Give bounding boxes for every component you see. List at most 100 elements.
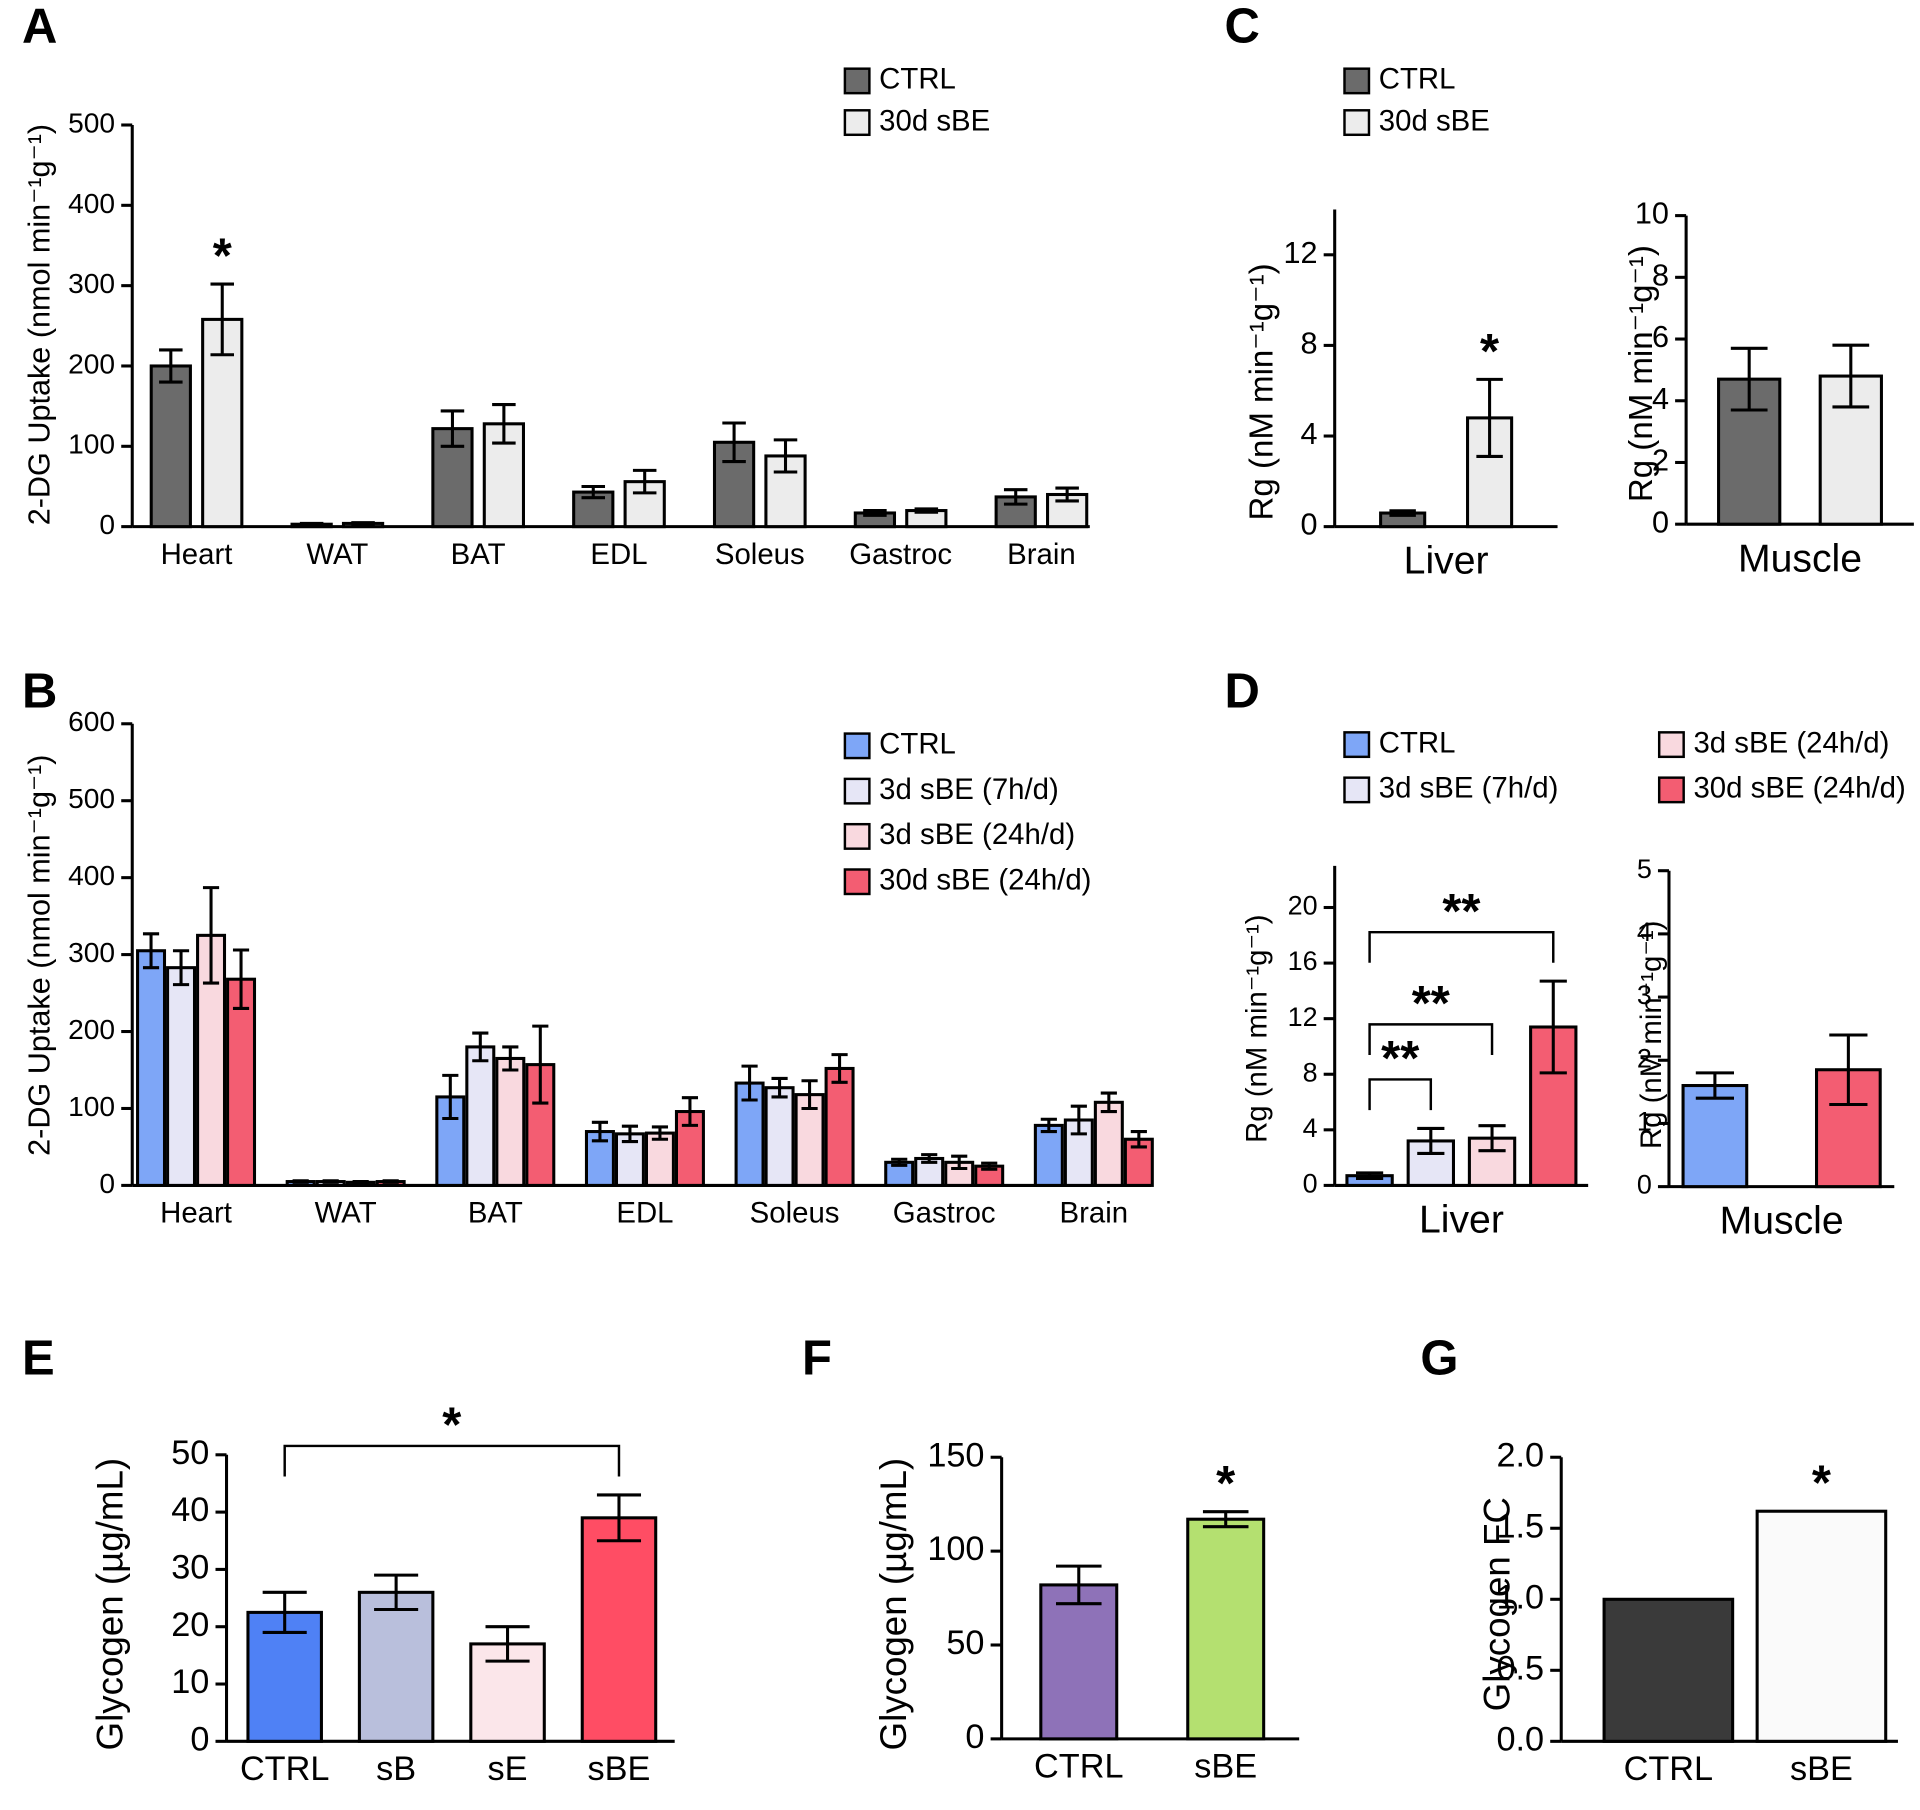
error-bar (1417, 1126, 1445, 1155)
legend-swatch (1657, 731, 1685, 759)
error-bar (210, 282, 234, 357)
y-tick-label: 10 (1635, 197, 1669, 231)
y-tick-label: 500 (68, 783, 115, 814)
legend-swatch (843, 868, 871, 896)
error-bar (202, 886, 220, 985)
error-bar (382, 1179, 399, 1184)
y-tick-label: 200 (68, 348, 115, 379)
y-tick-label: 0.0 (1496, 1720, 1544, 1758)
y-axis-label: Rg (nM min⁻¹g⁻¹) (1623, 245, 1660, 502)
y-tick-label: 200 (68, 1014, 115, 1045)
x-tick-label: Brain (1007, 538, 1076, 571)
x-tick-label: CTRL (1624, 1750, 1713, 1788)
error-bar (322, 1179, 339, 1184)
x-tick-label: Soleus (750, 1197, 840, 1230)
x-tick-label: Gastroc (893, 1197, 996, 1230)
error-bar (914, 507, 939, 514)
x-tick-label: sBE (1194, 1747, 1257, 1785)
bar (1755, 1509, 1888, 1743)
y-tick-label: 12 (1288, 1002, 1318, 1032)
error-bar (951, 1154, 968, 1171)
error-bar (292, 1179, 309, 1184)
legend-label: CTRL (1379, 726, 1456, 759)
y-tick-label: 8 (1652, 258, 1669, 292)
bar (525, 1063, 556, 1187)
legend-swatch (843, 777, 871, 805)
x-tick-label: sE (488, 1750, 528, 1788)
x-tick-label: Heart (161, 538, 233, 571)
error-bar (492, 403, 516, 445)
error-bar (532, 1024, 549, 1105)
bracket (1368, 930, 1555, 963)
bar (465, 1045, 496, 1187)
x-tick-label: Brain (1060, 1197, 1129, 1230)
error-bar (773, 438, 798, 474)
x-tick-label: BAT (468, 1197, 523, 1230)
significance: * (1480, 325, 1500, 379)
error-bar (1202, 1510, 1249, 1529)
y-tick-label: 20 (171, 1606, 209, 1644)
bar (136, 949, 167, 1187)
error-bar (262, 1590, 307, 1634)
y-tick-label: 2.0 (1496, 1436, 1544, 1474)
bar (764, 1086, 795, 1187)
error-bar (722, 421, 746, 464)
error-bar (981, 1161, 998, 1171)
y-tick-label: 1 (1637, 1107, 1652, 1137)
error-bar (581, 484, 606, 500)
y-axis-label: Rg (nM min⁻¹g⁻¹) (1635, 921, 1668, 1149)
significance: * (442, 1399, 462, 1453)
y-tick-label: 16 (1288, 946, 1318, 976)
legend-label: 3d sBE (7h/d) (879, 773, 1059, 806)
y-tick-label: 2 (1652, 444, 1669, 478)
legend-label: CTRL (879, 728, 956, 761)
y-tick-label: 100 (68, 429, 115, 460)
bracket (1368, 1023, 1494, 1055)
y-axis-label: Rg (nM min⁻¹g⁻¹) (1241, 914, 1274, 1143)
legend-label: 30d sBE (879, 104, 990, 137)
error-bar (472, 1031, 489, 1063)
x-tick-label: sBE (588, 1750, 651, 1788)
y-tick-label: 150 (927, 1436, 984, 1474)
x-tick-label: BAT (451, 538, 506, 571)
y-tick-label: 5 (1637, 854, 1652, 884)
legend-label: 30d sBE (1379, 104, 1490, 137)
panel-label: D (1224, 664, 1259, 718)
error-bar (596, 1493, 642, 1543)
bar (1529, 1025, 1578, 1187)
error-bar (1056, 1564, 1102, 1606)
bar (914, 1156, 945, 1187)
significance: ** (1442, 885, 1481, 939)
error-bar (351, 521, 375, 526)
y-tick-label: 0 (1303, 1169, 1318, 1199)
error-bar (831, 1053, 848, 1084)
y-tick-label: 0 (965, 1718, 984, 1756)
y-tick-label: 500 (68, 107, 115, 138)
legend-swatch (843, 732, 871, 760)
y-tick-label: 8 (1303, 1057, 1318, 1087)
error-bar (1055, 486, 1079, 503)
bar (1033, 1123, 1064, 1187)
y-axis-label: Glycogen FC (1477, 1497, 1518, 1711)
y-tick-label: 400 (68, 860, 115, 891)
significance: * (1216, 1457, 1236, 1511)
legend-label: 3d sBE (24h/d) (879, 818, 1075, 851)
bar (1681, 1084, 1749, 1189)
y-axis-label: Glycogen (µg/mL) (89, 1458, 130, 1751)
y-tick-label: 0 (190, 1720, 209, 1758)
y-tick-label: 4 (1303, 1113, 1318, 1143)
panel-label: A (22, 0, 57, 53)
x-tick-label: Gastroc (849, 538, 952, 571)
bar (495, 1056, 526, 1187)
error-bar (1100, 1091, 1117, 1114)
y-axis-label: 2-DG Uptake (nmol min⁻¹g⁻¹) (23, 124, 57, 525)
y-tick-label: 4 (1637, 917, 1652, 947)
legend-label: 3d sBE (24h/d) (1693, 726, 1889, 759)
legend-swatch (1343, 731, 1371, 759)
significance: * (213, 229, 233, 283)
error-bar (1040, 1117, 1057, 1134)
y-tick-label: 20 (1288, 891, 1318, 921)
legend-swatch (843, 822, 871, 850)
x-axis-label: Liver (1419, 1198, 1504, 1241)
y-tick-label: 1.0 (1496, 1578, 1544, 1616)
